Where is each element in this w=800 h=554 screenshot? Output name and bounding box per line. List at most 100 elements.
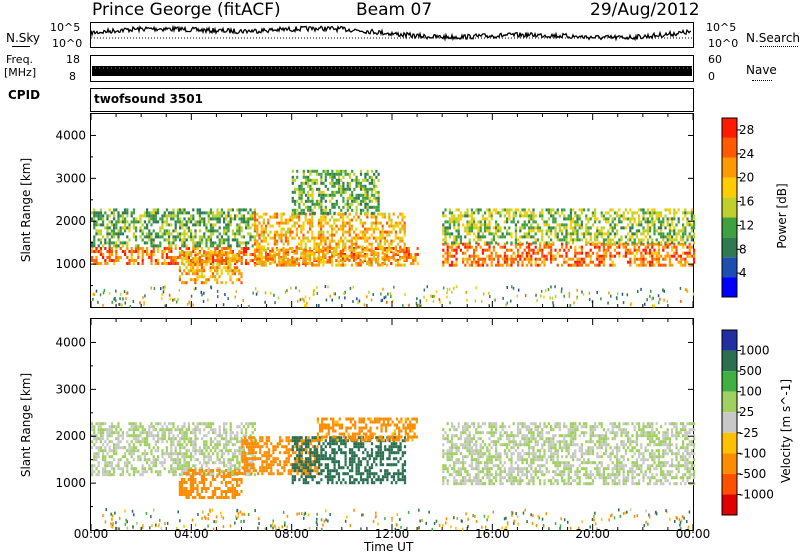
power-echo-cell bbox=[209, 226, 212, 230]
power-echo-cell bbox=[668, 211, 671, 215]
power-echo-cell bbox=[399, 227, 402, 231]
power-echo-cell bbox=[364, 205, 367, 209]
power-echo-cell bbox=[362, 193, 365, 197]
velocity-echo-cell bbox=[293, 475, 297, 479]
velocity-echo-cell bbox=[192, 481, 195, 484]
velocity-echo-cell bbox=[214, 487, 217, 490]
power-echo-cell bbox=[390, 247, 393, 250]
power-echo-cell bbox=[245, 247, 248, 250]
velocity-echo-cell bbox=[137, 470, 140, 474]
velocity-echo-cell bbox=[183, 422, 186, 426]
power-echo-cell bbox=[563, 214, 566, 218]
power-echo-cell bbox=[497, 235, 500, 239]
power-echo-cell bbox=[137, 244, 140, 248]
power-echo-cell bbox=[273, 251, 276, 255]
power-echo-cell bbox=[93, 262, 96, 265]
velocity-echo-cell bbox=[165, 428, 168, 432]
power-echo-cell bbox=[682, 257, 685, 261]
velocity-echo-cell bbox=[240, 437, 243, 441]
velocity-echo-cell bbox=[289, 463, 293, 467]
velocity-echo-cell bbox=[159, 470, 162, 474]
power-echo-cell bbox=[242, 217, 245, 221]
power-echo-cell bbox=[530, 242, 533, 246]
velocity-echo-cell bbox=[238, 449, 241, 453]
power-echo-cell bbox=[383, 247, 386, 250]
power-echo-cell bbox=[552, 241, 555, 245]
power-echo-cell bbox=[276, 215, 279, 219]
power-echo-cell bbox=[276, 233, 279, 237]
power-noise-cell bbox=[313, 289, 316, 293]
power-echo-cell bbox=[269, 230, 272, 234]
velocity-echo-cell bbox=[205, 461, 208, 465]
power-noise-cell bbox=[201, 293, 203, 297]
power-echo-cell bbox=[322, 260, 325, 264]
velocity-echo-cell bbox=[285, 448, 288, 452]
velocity-echo-cell bbox=[154, 461, 157, 465]
power-echo-cell bbox=[99, 250, 102, 253]
power-echo-cell bbox=[254, 215, 257, 219]
velocity-echo-cell bbox=[211, 478, 214, 481]
power-echo-cell bbox=[342, 181, 345, 185]
power-echo-cell bbox=[572, 229, 575, 233]
power-echo-cell bbox=[185, 223, 188, 227]
power-echo-cell bbox=[464, 211, 467, 215]
velocity-echo-cell bbox=[300, 472, 304, 476]
velocity-echo-cell bbox=[152, 437, 155, 441]
power-echo-cell bbox=[322, 239, 325, 243]
power-echo-cell bbox=[339, 212, 342, 216]
velocity-echo-cell bbox=[296, 445, 299, 449]
power-echo-cell bbox=[497, 229, 500, 233]
power-echo-cell bbox=[373, 181, 376, 185]
power-echo-cell bbox=[490, 254, 493, 258]
power-echo-cell bbox=[298, 242, 301, 246]
power-echo-cell bbox=[651, 223, 654, 227]
power-echo-cell bbox=[638, 223, 641, 227]
velocity-echo-cell bbox=[236, 455, 239, 459]
velocity-echo-cell bbox=[220, 496, 223, 499]
power-echo-cell bbox=[126, 226, 129, 230]
power-echo-cell bbox=[161, 256, 164, 259]
power-echo-cell bbox=[361, 230, 364, 234]
power-echo-cell bbox=[249, 259, 252, 262]
power-echo-cell bbox=[233, 272, 236, 276]
power-echo-cell bbox=[209, 238, 212, 242]
power-echo-cell bbox=[183, 238, 186, 242]
power-echo-cell bbox=[649, 235, 652, 239]
power-echo-cell bbox=[534, 263, 537, 267]
velocity-echo-cell bbox=[256, 472, 260, 476]
velocity-echo-cell bbox=[205, 425, 208, 429]
power-echo-cell bbox=[165, 247, 168, 250]
power-noise-cell bbox=[569, 304, 571, 307]
power-echo-cell bbox=[660, 229, 663, 233]
power-echo-cell bbox=[300, 242, 303, 246]
power-echo-cell bbox=[373, 193, 376, 197]
power-echo-cell bbox=[359, 181, 363, 185]
power-echo-cell bbox=[291, 224, 294, 228]
power-echo-cell bbox=[146, 208, 149, 212]
velocity-echo-cell bbox=[141, 464, 144, 468]
power-echo-cell bbox=[390, 248, 393, 252]
power-echo-cell bbox=[679, 235, 682, 239]
power-echo-cell bbox=[635, 248, 638, 252]
power-echo-cell bbox=[381, 230, 384, 234]
velocity-echo-cell bbox=[110, 473, 113, 477]
power-noise-cell bbox=[646, 298, 648, 302]
power-echo-cell bbox=[216, 235, 219, 239]
power-echo-cell bbox=[528, 260, 531, 264]
velocity-echo-cell bbox=[102, 431, 105, 435]
velocity-echo-cell bbox=[128, 422, 131, 426]
velocity-echo-cell bbox=[300, 466, 304, 470]
power-echo-cell bbox=[108, 214, 111, 218]
power-echo-cell bbox=[386, 239, 389, 243]
power-noise-cell bbox=[203, 291, 205, 295]
power-echo-cell bbox=[179, 226, 182, 230]
velocity-echo-cell bbox=[93, 470, 96, 474]
velocity-echo-cell bbox=[159, 461, 162, 465]
power-echo-cell bbox=[355, 263, 358, 267]
power-echo-cell bbox=[583, 235, 586, 239]
power-echo-cell bbox=[324, 242, 327, 246]
velocity-echo-cell bbox=[189, 490, 192, 493]
power-echo-cell bbox=[229, 266, 232, 270]
power-echo-cell bbox=[276, 242, 279, 246]
power-echo-cell bbox=[539, 241, 542, 245]
